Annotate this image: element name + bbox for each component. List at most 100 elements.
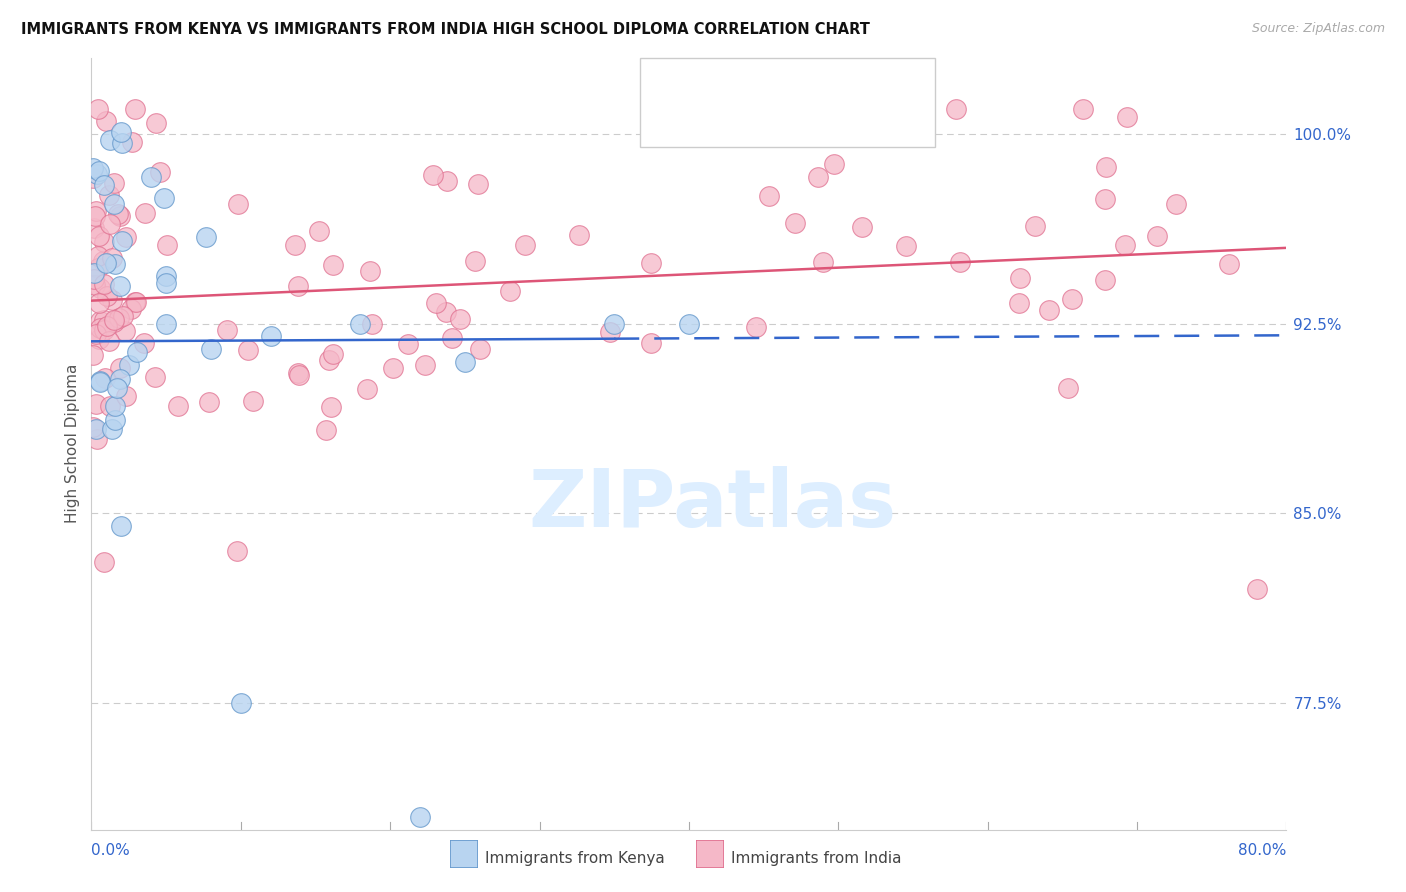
Point xyxy=(287,279,309,293)
Point xyxy=(242,393,264,408)
Point xyxy=(84,422,107,436)
Point xyxy=(84,278,107,293)
Point xyxy=(110,125,132,139)
Point xyxy=(120,302,142,317)
Point xyxy=(1094,272,1116,286)
Point xyxy=(155,277,177,291)
Point xyxy=(382,361,405,376)
Point xyxy=(103,313,125,327)
Point xyxy=(945,102,967,116)
Point xyxy=(149,164,172,178)
Point xyxy=(124,295,146,310)
Point xyxy=(87,296,110,310)
Point xyxy=(155,268,177,283)
Text: ZIPatlas: ZIPatlas xyxy=(529,467,897,544)
Point xyxy=(98,188,121,202)
Point xyxy=(229,696,252,710)
Point xyxy=(93,322,115,336)
Point xyxy=(89,320,111,334)
Point xyxy=(124,102,146,116)
Text: 80.0%: 80.0% xyxy=(1239,843,1286,858)
Point xyxy=(436,174,458,188)
Point xyxy=(215,323,238,337)
Point xyxy=(318,353,340,368)
Point xyxy=(82,420,104,434)
Point xyxy=(105,381,128,395)
Point xyxy=(89,314,111,328)
Point xyxy=(315,423,337,437)
Point xyxy=(96,319,118,334)
Point xyxy=(322,258,344,272)
Point xyxy=(155,317,177,331)
Text: N =: N = xyxy=(813,74,849,92)
Text: 0.005: 0.005 xyxy=(747,74,799,92)
Point xyxy=(1218,257,1240,271)
Point xyxy=(200,342,222,356)
Point xyxy=(98,399,121,413)
Point xyxy=(226,543,249,558)
Point xyxy=(441,331,464,345)
Point xyxy=(464,253,486,268)
Point xyxy=(107,206,129,220)
Point xyxy=(108,209,131,223)
Point xyxy=(1246,582,1268,597)
Point xyxy=(238,343,260,357)
Point xyxy=(93,178,115,192)
Text: R =: R = xyxy=(693,74,730,92)
Point xyxy=(167,399,190,413)
Point xyxy=(783,216,806,230)
Point xyxy=(98,334,121,348)
Point xyxy=(86,204,108,219)
Point xyxy=(1038,303,1060,318)
Point xyxy=(894,238,917,252)
Text: N =: N = xyxy=(813,113,849,131)
Point xyxy=(93,254,115,268)
Point xyxy=(811,255,834,269)
Point xyxy=(100,422,122,436)
Point xyxy=(226,197,249,211)
Point xyxy=(1115,110,1137,124)
Point xyxy=(89,374,111,388)
Point xyxy=(195,230,218,244)
Point xyxy=(1114,238,1136,252)
Point xyxy=(84,397,107,411)
Text: Source: ZipAtlas.com: Source: ZipAtlas.com xyxy=(1251,22,1385,36)
Point xyxy=(104,257,127,271)
Point xyxy=(1062,292,1084,306)
Point xyxy=(127,345,149,359)
Y-axis label: High School Diploma: High School Diploma xyxy=(65,364,80,524)
Text: 123: 123 xyxy=(865,113,900,131)
Point xyxy=(117,359,139,373)
Point xyxy=(104,399,127,413)
Point xyxy=(115,230,138,244)
Point xyxy=(449,312,471,326)
Point xyxy=(413,359,436,373)
Point xyxy=(287,366,309,380)
Point xyxy=(1073,102,1095,116)
Point xyxy=(134,206,156,220)
Point xyxy=(108,361,131,376)
Point xyxy=(409,810,432,824)
Point xyxy=(139,170,162,185)
Point xyxy=(93,235,115,249)
Point xyxy=(114,324,136,338)
Point xyxy=(82,348,104,362)
Point xyxy=(101,293,124,307)
Point xyxy=(87,102,110,116)
Point xyxy=(425,296,447,310)
Point xyxy=(96,289,118,303)
Point xyxy=(93,277,115,292)
Point xyxy=(93,555,115,569)
Point xyxy=(82,161,104,176)
Point xyxy=(1056,381,1078,395)
Point xyxy=(322,347,344,361)
Point xyxy=(1094,160,1116,174)
Point xyxy=(132,335,155,350)
Point xyxy=(1094,192,1116,206)
Point xyxy=(1024,219,1046,234)
Point xyxy=(82,170,104,185)
Point xyxy=(89,228,111,243)
Point xyxy=(288,368,311,382)
Point xyxy=(84,327,107,342)
Point xyxy=(89,376,111,390)
